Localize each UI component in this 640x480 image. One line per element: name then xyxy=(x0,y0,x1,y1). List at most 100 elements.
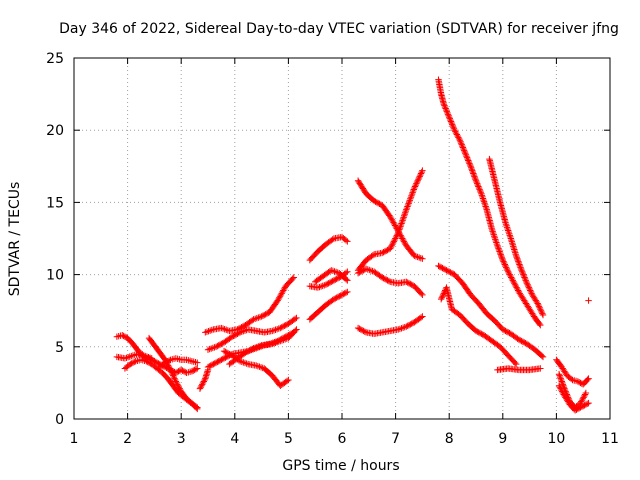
data-point xyxy=(215,358,222,365)
data-point xyxy=(440,101,448,108)
data-point xyxy=(397,223,404,230)
data-point xyxy=(218,324,225,332)
data-point xyxy=(398,233,405,241)
data-point xyxy=(362,265,370,273)
data-point xyxy=(366,266,373,274)
data-point xyxy=(480,196,487,204)
data-point xyxy=(477,189,484,196)
data-point xyxy=(249,317,256,324)
data-point xyxy=(447,116,454,124)
data-point xyxy=(331,268,338,275)
data-point xyxy=(128,352,135,360)
data-point xyxy=(240,359,247,366)
data-point xyxy=(281,322,288,330)
data-point xyxy=(123,354,130,361)
data-point xyxy=(556,372,563,379)
data-point xyxy=(404,322,411,330)
data-point xyxy=(444,109,451,117)
data-point xyxy=(398,218,406,226)
data-point xyxy=(512,282,520,290)
data-point xyxy=(466,160,473,167)
data-point xyxy=(418,168,425,176)
data-point xyxy=(400,212,408,219)
data-point xyxy=(489,228,496,235)
data-point xyxy=(239,323,247,330)
data-point xyxy=(407,321,414,328)
axis-ticks: 1 2 3 4 5 6 7 8 9 10 11 0 5 10 15 20 25 xyxy=(46,51,619,447)
data-point xyxy=(269,339,277,346)
data-point xyxy=(441,102,448,109)
data-point xyxy=(498,254,505,261)
data-point xyxy=(503,222,510,229)
data-point xyxy=(515,258,522,265)
data-point xyxy=(172,378,180,385)
data-point xyxy=(464,155,471,163)
data-point xyxy=(145,359,153,366)
x-axis-label: GPS time / hours xyxy=(282,458,399,474)
data-point xyxy=(436,263,444,270)
data-point xyxy=(406,197,413,204)
data-point xyxy=(400,214,407,221)
data-point xyxy=(391,222,399,229)
data-point xyxy=(522,277,529,284)
data-point xyxy=(491,232,498,240)
data-point xyxy=(582,401,590,408)
data-point xyxy=(329,267,337,275)
data-point xyxy=(404,201,412,209)
data-point xyxy=(270,327,278,334)
data-point xyxy=(575,378,583,386)
data-point xyxy=(478,192,486,199)
data-point xyxy=(251,315,259,322)
data-point xyxy=(332,268,340,276)
data-point xyxy=(450,125,458,132)
data-point xyxy=(493,240,501,248)
x-tick-label: 10 xyxy=(547,431,565,447)
data-point xyxy=(290,274,297,281)
data-point xyxy=(488,226,496,234)
data-point xyxy=(259,312,267,319)
data-point xyxy=(376,200,383,208)
data-point xyxy=(342,269,350,276)
data-point xyxy=(455,134,462,141)
data-point xyxy=(334,293,342,301)
data-point xyxy=(360,327,367,335)
data-point xyxy=(460,145,467,153)
data-point xyxy=(258,313,265,320)
data-point xyxy=(445,112,452,119)
data-point xyxy=(273,325,281,333)
data-point xyxy=(408,281,415,288)
data-point xyxy=(578,403,586,410)
data-point xyxy=(456,137,464,144)
data-point xyxy=(504,268,512,275)
data-point xyxy=(503,328,511,335)
data-point xyxy=(211,344,218,351)
data-point xyxy=(520,271,527,278)
data-point xyxy=(502,327,509,335)
data-point xyxy=(453,131,461,138)
data-point xyxy=(272,338,280,345)
data-point xyxy=(452,129,460,137)
data-point xyxy=(481,201,489,209)
data-point xyxy=(391,220,398,228)
data-point xyxy=(451,127,458,134)
data-point xyxy=(519,338,527,345)
data-point xyxy=(390,219,397,226)
data-point xyxy=(127,360,134,368)
data-point xyxy=(283,377,291,385)
data-point xyxy=(506,230,513,237)
data-point xyxy=(344,268,351,275)
data-point xyxy=(419,291,426,299)
data-point xyxy=(121,333,129,340)
data-point xyxy=(230,332,237,340)
data-point xyxy=(419,167,426,174)
data-point xyxy=(459,142,466,150)
data-point xyxy=(278,290,285,297)
data-point xyxy=(176,385,183,392)
data-point xyxy=(500,259,508,267)
data-point xyxy=(521,274,528,281)
data-point xyxy=(374,199,382,207)
data-point xyxy=(384,246,391,254)
data-point xyxy=(236,329,244,336)
data-point xyxy=(508,274,515,281)
